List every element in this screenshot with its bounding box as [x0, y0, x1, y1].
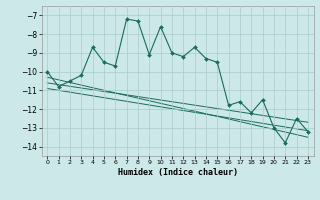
- X-axis label: Humidex (Indice chaleur): Humidex (Indice chaleur): [118, 168, 237, 177]
